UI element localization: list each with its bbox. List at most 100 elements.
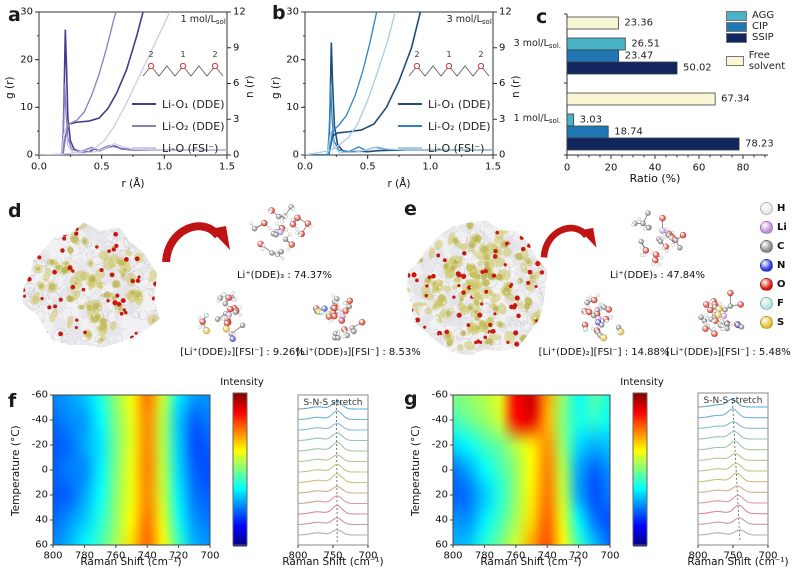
atom-label-s: S: [777, 316, 785, 328]
panel-b-legend-item: Li-O₁ (DDE): [398, 97, 491, 111]
panel-letter-g: g: [404, 388, 418, 410]
panel-f-spectra-title: S-N-S stretch: [303, 398, 363, 408]
atom-label-f: F: [777, 297, 784, 309]
atom-label-li: Li: [777, 221, 787, 233]
atom-sphere-n: [760, 258, 773, 272]
panel-letter-d: d: [8, 200, 22, 222]
panel-a-legend-item: Li-O₁ (DDE): [132, 97, 225, 111]
panel-b-legend-line-0: [398, 102, 422, 106]
panel-e-cluster-li-dde2-fsi: [570, 287, 632, 347]
panel-a-legend-label-2: Li-O (FSI⁻): [162, 141, 219, 155]
panel-d-cluster-label-0: Li⁺(DDE)₃ : 74.37%: [236, 270, 332, 281]
panel-letter-c: c: [536, 6, 548, 28]
panel-g-spectra-title: S-N-S stretch: [703, 396, 763, 406]
panel-c-legend-swatch-2: [726, 32, 747, 43]
extraction-arrow-d: [162, 222, 230, 263]
extraction-arrow-e: [540, 224, 597, 258]
panel-a-legend-label-1: Li-O₂ (DDE): [162, 119, 225, 133]
panel-b-legend-line-2: [398, 146, 422, 150]
panel-c-legend-item-ssip: SSIP: [726, 32, 774, 43]
panel-g-xlabel: Raman Shift (cm⁻¹): [480, 556, 582, 568]
panel-letter-f: f: [8, 390, 17, 412]
panel-c-legend-swatch-0: [726, 10, 747, 21]
panel-e-cluster-label-1: [Li⁺(DDE)₂][FSI⁻] : 14.88%: [538, 347, 670, 358]
atom-label-h: H: [777, 202, 786, 214]
panel-a-concentration-label: 1 mol/Lsol.: [146, 14, 228, 26]
panel-c-xlabel: Ratio (%): [629, 172, 681, 185]
atom-sphere-f: [760, 296, 773, 310]
panel-f-ylabel: Temperature (°C): [10, 425, 22, 516]
panel-c-legend-label-0: AGG: [752, 10, 775, 21]
panel-d-cluster-label-2: [Li⁺(DDE)₃][FSI⁻] : 8.53%: [296, 347, 421, 358]
panel-d-cluster-li-dde2-fsi: [197, 287, 259, 347]
panel-b-ylabel-right: n (r): [510, 75, 522, 98]
panel-c-group-label-3mol: 3 mol/Lsol.: [498, 38, 561, 50]
panel-f-xlabel: Raman Shift (cm⁻¹): [80, 556, 182, 568]
panel-letter-a: a: [8, 4, 21, 26]
panel-b-legend-label-0: Li-O₁ (DDE): [428, 97, 491, 111]
atom-label-n: N: [777, 259, 786, 271]
panel-b-legend-line-1: [398, 124, 422, 128]
panel-f-spectra-xlabel: Raman Shift (cm⁻¹): [282, 556, 384, 568]
panel-g-colorbar-label: Intensity: [620, 377, 664, 388]
panel-g-spectra-xlabel: Raman Shift (cm⁻¹): [687, 556, 789, 568]
panel-a-legend-line-1: [132, 124, 156, 128]
panel-b-legend-item: Li-O₂ (DDE): [398, 119, 491, 133]
panel-f-raman-heatmap-canvas: [0, 385, 265, 587]
panel-c-legend-label-2: SSIP: [752, 32, 774, 43]
panel-e-cluster-label-0: Li⁺(DDE)₃ : 47.84%: [609, 270, 705, 281]
panel-c-group-label-1mol: 1 mol/Lsol.: [498, 113, 561, 125]
panel-c-group0-sub: sol.: [548, 42, 561, 50]
panel-a-ylabel-left: g (r): [4, 76, 16, 99]
atom-legend-item-h: H: [760, 201, 785, 215]
panel-e-cluster-label-2: [Li⁺(DDE)₃][FSI⁻] : 5.48%: [666, 347, 791, 358]
panel-a-legend-label-0: Li-O₁ (DDE): [162, 97, 225, 111]
panel-e-cluster-li-dde3-fsi: [694, 285, 752, 343]
panel-letter-b: b: [272, 2, 286, 24]
panel-b-legend-label-1: Li-O₂ (DDE): [428, 119, 491, 133]
panel-c-legend-item-free-solvent: Free solvent: [726, 50, 799, 72]
panel-c-bar-chart-canvas: [530, 0, 799, 195]
panel-c-group1-sub: sol.: [548, 117, 561, 125]
panel-b-legend-label-2: Li-O (FSI⁻): [428, 141, 485, 155]
panel-a-legend-item: Li-O (FSI⁻): [132, 141, 218, 155]
atom-legend-item-li: Li: [760, 220, 787, 234]
atom-sphere-h: [760, 201, 773, 215]
panel-c-legend-item-cip: CIP: [726, 21, 768, 32]
atom-sphere-o: [760, 277, 773, 291]
panel-c-legend-swatch-1: [726, 21, 747, 32]
panel-g-sns-spectra-canvas: [660, 385, 799, 587]
panel-b-legend-item: Li-O (FSI⁻): [398, 141, 484, 155]
panel-b-conc-sub: sol.: [481, 18, 494, 26]
atom-legend-item-c: C: [760, 239, 784, 253]
panel-d-md-snapshot: [14, 219, 172, 357]
panel-b-xlabel: r (Å): [387, 178, 411, 190]
atom-legend-item-o: O: [760, 277, 786, 291]
panel-a-conc-sub: sol.: [215, 18, 228, 26]
panel-a-xlabel: r (Å): [121, 178, 145, 190]
panel-letter-e: e: [404, 198, 417, 220]
panel-d-cluster-li-dde3-fsi: [309, 288, 371, 344]
panel-a-legend-line-0: [132, 102, 156, 106]
panel-e-cluster-li-dde3: [623, 197, 703, 269]
atom-label-c: C: [777, 240, 785, 252]
atom-sphere-c: [760, 239, 773, 253]
panel-d-cluster-li-dde3: [243, 197, 323, 269]
panel-c-legend-swatch-3: [726, 55, 744, 66]
panel-g-ylabel: Temperature (°C): [410, 425, 422, 516]
panel-g-raman-heatmap-canvas: [400, 385, 665, 587]
panel-a-legend-item: Li-O₂ (DDE): [132, 119, 225, 133]
atom-label-o: O: [777, 278, 786, 290]
panel-b-rdf-plot-canvas: [266, 0, 530, 195]
atom-legend-item-s: S: [760, 315, 784, 329]
panel-f-sns-spectra-canvas: [265, 385, 400, 587]
panel-b-concentration-label: 3 mol/Lsol.: [412, 14, 494, 26]
panel-b-ylabel-left: g (r): [270, 76, 282, 99]
panel-b-conc-main: 3 mol/L: [446, 14, 482, 25]
atom-sphere-li: [760, 220, 773, 234]
panel-f-colorbar-label: Intensity: [220, 377, 264, 388]
panel-a-conc-main: 1 mol/L: [180, 14, 216, 25]
panel-a-rdf-plot-canvas: [0, 0, 266, 195]
panel-e-md-snapshot: [399, 211, 555, 365]
